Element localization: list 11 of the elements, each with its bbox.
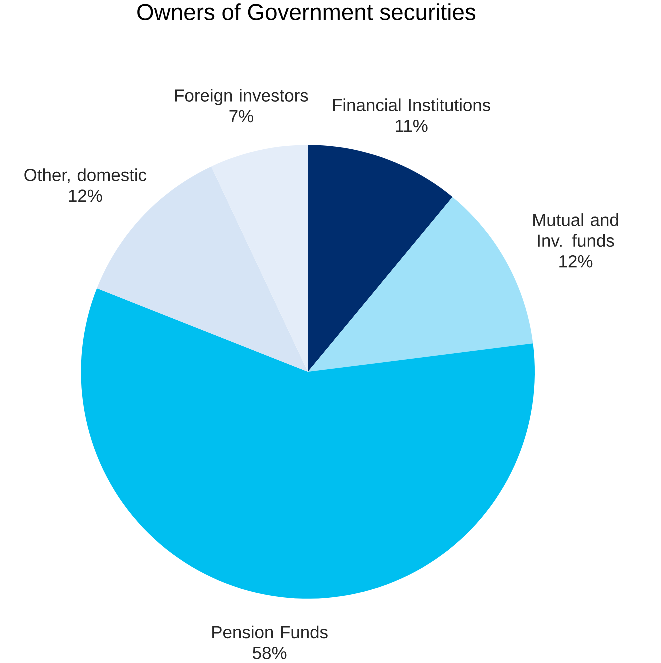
data-label: 12% (69, 190, 102, 202)
chart-title: Owners of Government securities (137, 4, 476, 20)
data-label: 11% (396, 120, 428, 132)
data-label: 7% (230, 110, 254, 123)
slice-label: Foreign investors (175, 89, 308, 106)
data-label: 58% (252, 647, 287, 660)
slice-label: Other, domestic (24, 168, 146, 184)
data-label: 12% (560, 255, 593, 268)
slice-label: Mutual and Inv. funds (533, 214, 618, 248)
slice-label: Financial Institutions (333, 98, 490, 112)
slice-label: Pension Funds (212, 626, 328, 639)
